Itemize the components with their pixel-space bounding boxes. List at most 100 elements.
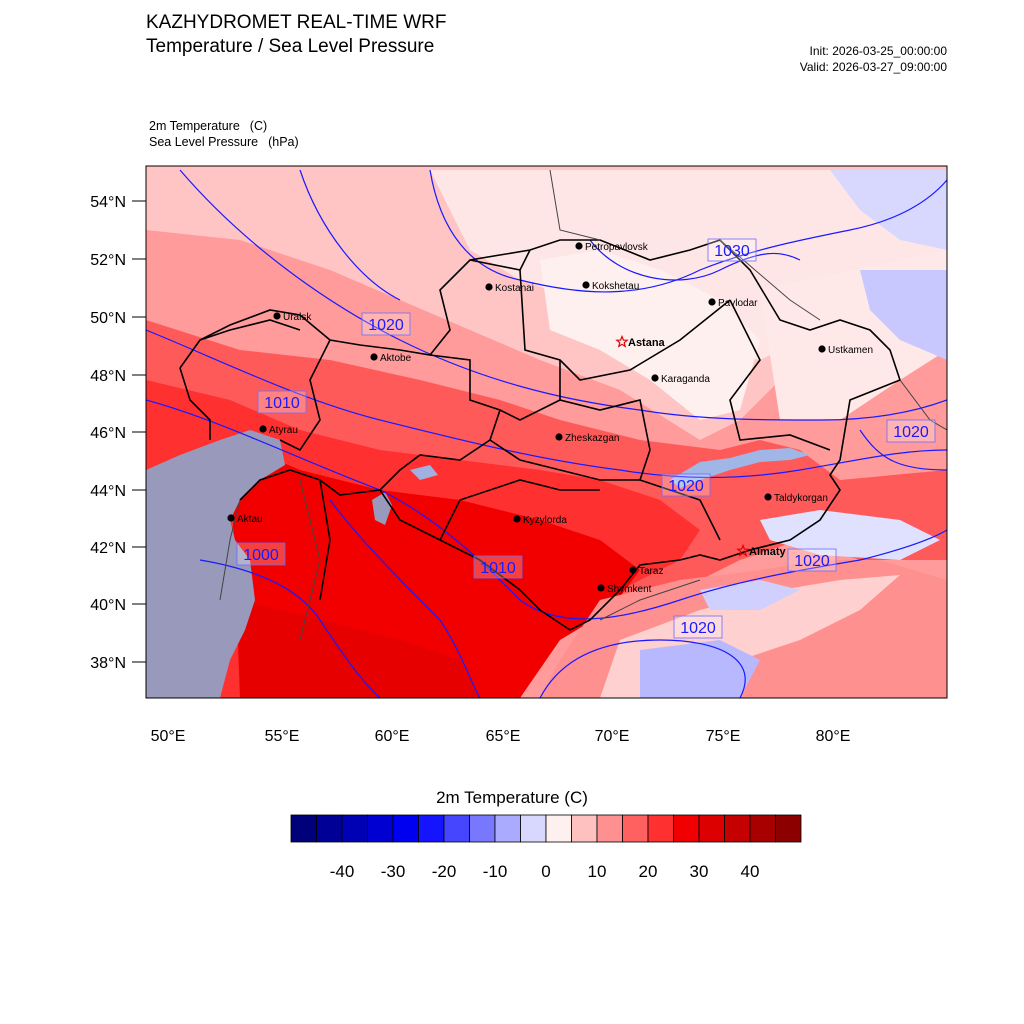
isobar-label-box [361,312,411,336]
colorbar-swatch [749,814,776,843]
lat-tick-label: 52°N [90,252,126,269]
city-label: Almaty [749,546,787,558]
slp-variable-label: Sea Level Pressure (hPa) [149,135,299,149]
lon-axis: 50°E 55°E 60°E 65°E 70°E 75°E 80°E [151,728,851,745]
isobar-label: 1020 [893,424,929,441]
colorbar-swatch [775,814,802,843]
lat-tick-label: 50°N [90,310,126,327]
lon-tick-label: 75°E [706,728,741,745]
isobar-labels: 1030 1020 1010 1020 1020 1000 1010 1020 1020 [236,238,936,639]
isobar-label: 1020 [668,478,704,495]
city-label: Pavlodar [718,298,758,309]
city-label: Petropavlovsk [585,242,649,253]
city-label: Kyzylorda [523,515,567,526]
init-time: Init: 2026-03-25_00:00:00 [809,44,947,58]
isobar-label-box [673,615,723,639]
borders [179,239,901,631]
lat-tick-label: 40°N [90,597,126,614]
colorbar-swatch [698,814,725,843]
map-field [146,166,947,698]
isobar-label-box [257,390,307,414]
city-label: Karaganda [661,374,710,385]
title-line1: KAZHYDROMET REAL-TIME WRF [146,12,447,33]
colorbar: -40 -30 -20 -10 0 10 20 30 40 [290,814,802,881]
colorbar-tick-label: -40 [330,862,355,881]
city-label: Uralsk [283,312,312,323]
city-dot [575,242,583,250]
colorbar-tick-label: 30 [690,862,709,881]
capital-star-icon [736,543,750,557]
city-dot [273,312,281,320]
colorbar-swatch [571,814,598,843]
lon-tick-label: 50°E [151,728,186,745]
lon-tick-label: 70°E [595,728,630,745]
colorbar-swatch [469,814,496,843]
colorbar-tick-label: 0 [541,862,550,881]
isobar-label-box [886,419,936,443]
capital-star-icon [615,334,629,348]
city-dot [227,514,235,522]
colorbar-swatch [647,814,674,843]
isobar-label-box [236,542,286,566]
colorbar-title: 2m Temperature (C) [436,788,588,807]
colorbar-swatch [724,814,751,843]
colorbar-tick-label: 20 [639,862,658,881]
city-dot [513,515,521,523]
colorbar-swatch [520,814,547,843]
colorbar-swatch [418,814,445,843]
lat-tick-label: 44°N [90,483,126,500]
lat-axis: 54°N 52°N 50°N 48°N 46°N 44°N 42°N 40°N 38°N [90,194,146,672]
lon-tick-label: 80°E [816,728,851,745]
colorbar-swatch [392,814,419,843]
isobar-label-box [473,555,523,579]
city-label: Ustkamen [828,345,873,356]
isobar-label: 1020 [368,317,404,334]
colorbar-swatch [367,814,394,843]
colorbar-swatch [316,814,343,843]
city-label: Kokshetau [592,281,639,292]
city-dot [818,345,826,353]
lat-tick-label: 54°N [90,194,126,211]
lon-tick-label: 65°E [486,728,521,745]
colorbar-swatch [673,814,700,843]
colorbar-tick-label: 40 [741,862,760,881]
title-line2: Temperature / Sea Level Pressure [146,36,435,57]
city-dot [370,353,378,361]
colorbar-swatch [443,814,470,843]
isobar-label: 1000 [243,547,279,564]
city-label: Shymkent [607,584,652,595]
colorbar-swatch [545,814,572,843]
city-label: Atyrau [269,425,298,436]
colorbar-swatch [596,814,623,843]
colorbar-swatch [622,814,649,843]
colorbar-swatch [494,814,521,843]
colorbar-tick-label: -20 [432,862,457,881]
city-dot [485,283,493,291]
city-dot [708,298,716,306]
isobar-label: 1020 [794,553,830,570]
city-dot [259,425,267,433]
isobar-label-box [787,548,837,572]
city-dot [629,566,637,574]
isobar-label: 1030 [714,243,750,260]
colorbar-tick-label: 10 [588,862,607,881]
city-dot [764,493,772,501]
city-label: Taldykorgan [774,493,828,504]
city-dot [555,433,563,441]
lon-tick-label: 55°E [265,728,300,745]
lat-tick-label: 46°N [90,425,126,442]
temp-variable-label: 2m Temperature (C) [149,119,268,133]
city-label: Aktau [237,514,263,525]
city-label: Astana [628,337,666,349]
city-label: Zheskazgan [565,433,619,444]
colorbar-swatch [341,814,368,843]
lat-tick-label: 42°N [90,540,126,557]
city-label: Aktobe [380,353,412,364]
lon-tick-label: 60°E [375,728,410,745]
colorbar-tick-label: -30 [381,862,406,881]
colorbar-swatch [290,814,317,843]
city-dot [582,281,590,289]
isobar-label: 1010 [480,560,516,577]
isobar-label: 1010 [264,395,300,412]
